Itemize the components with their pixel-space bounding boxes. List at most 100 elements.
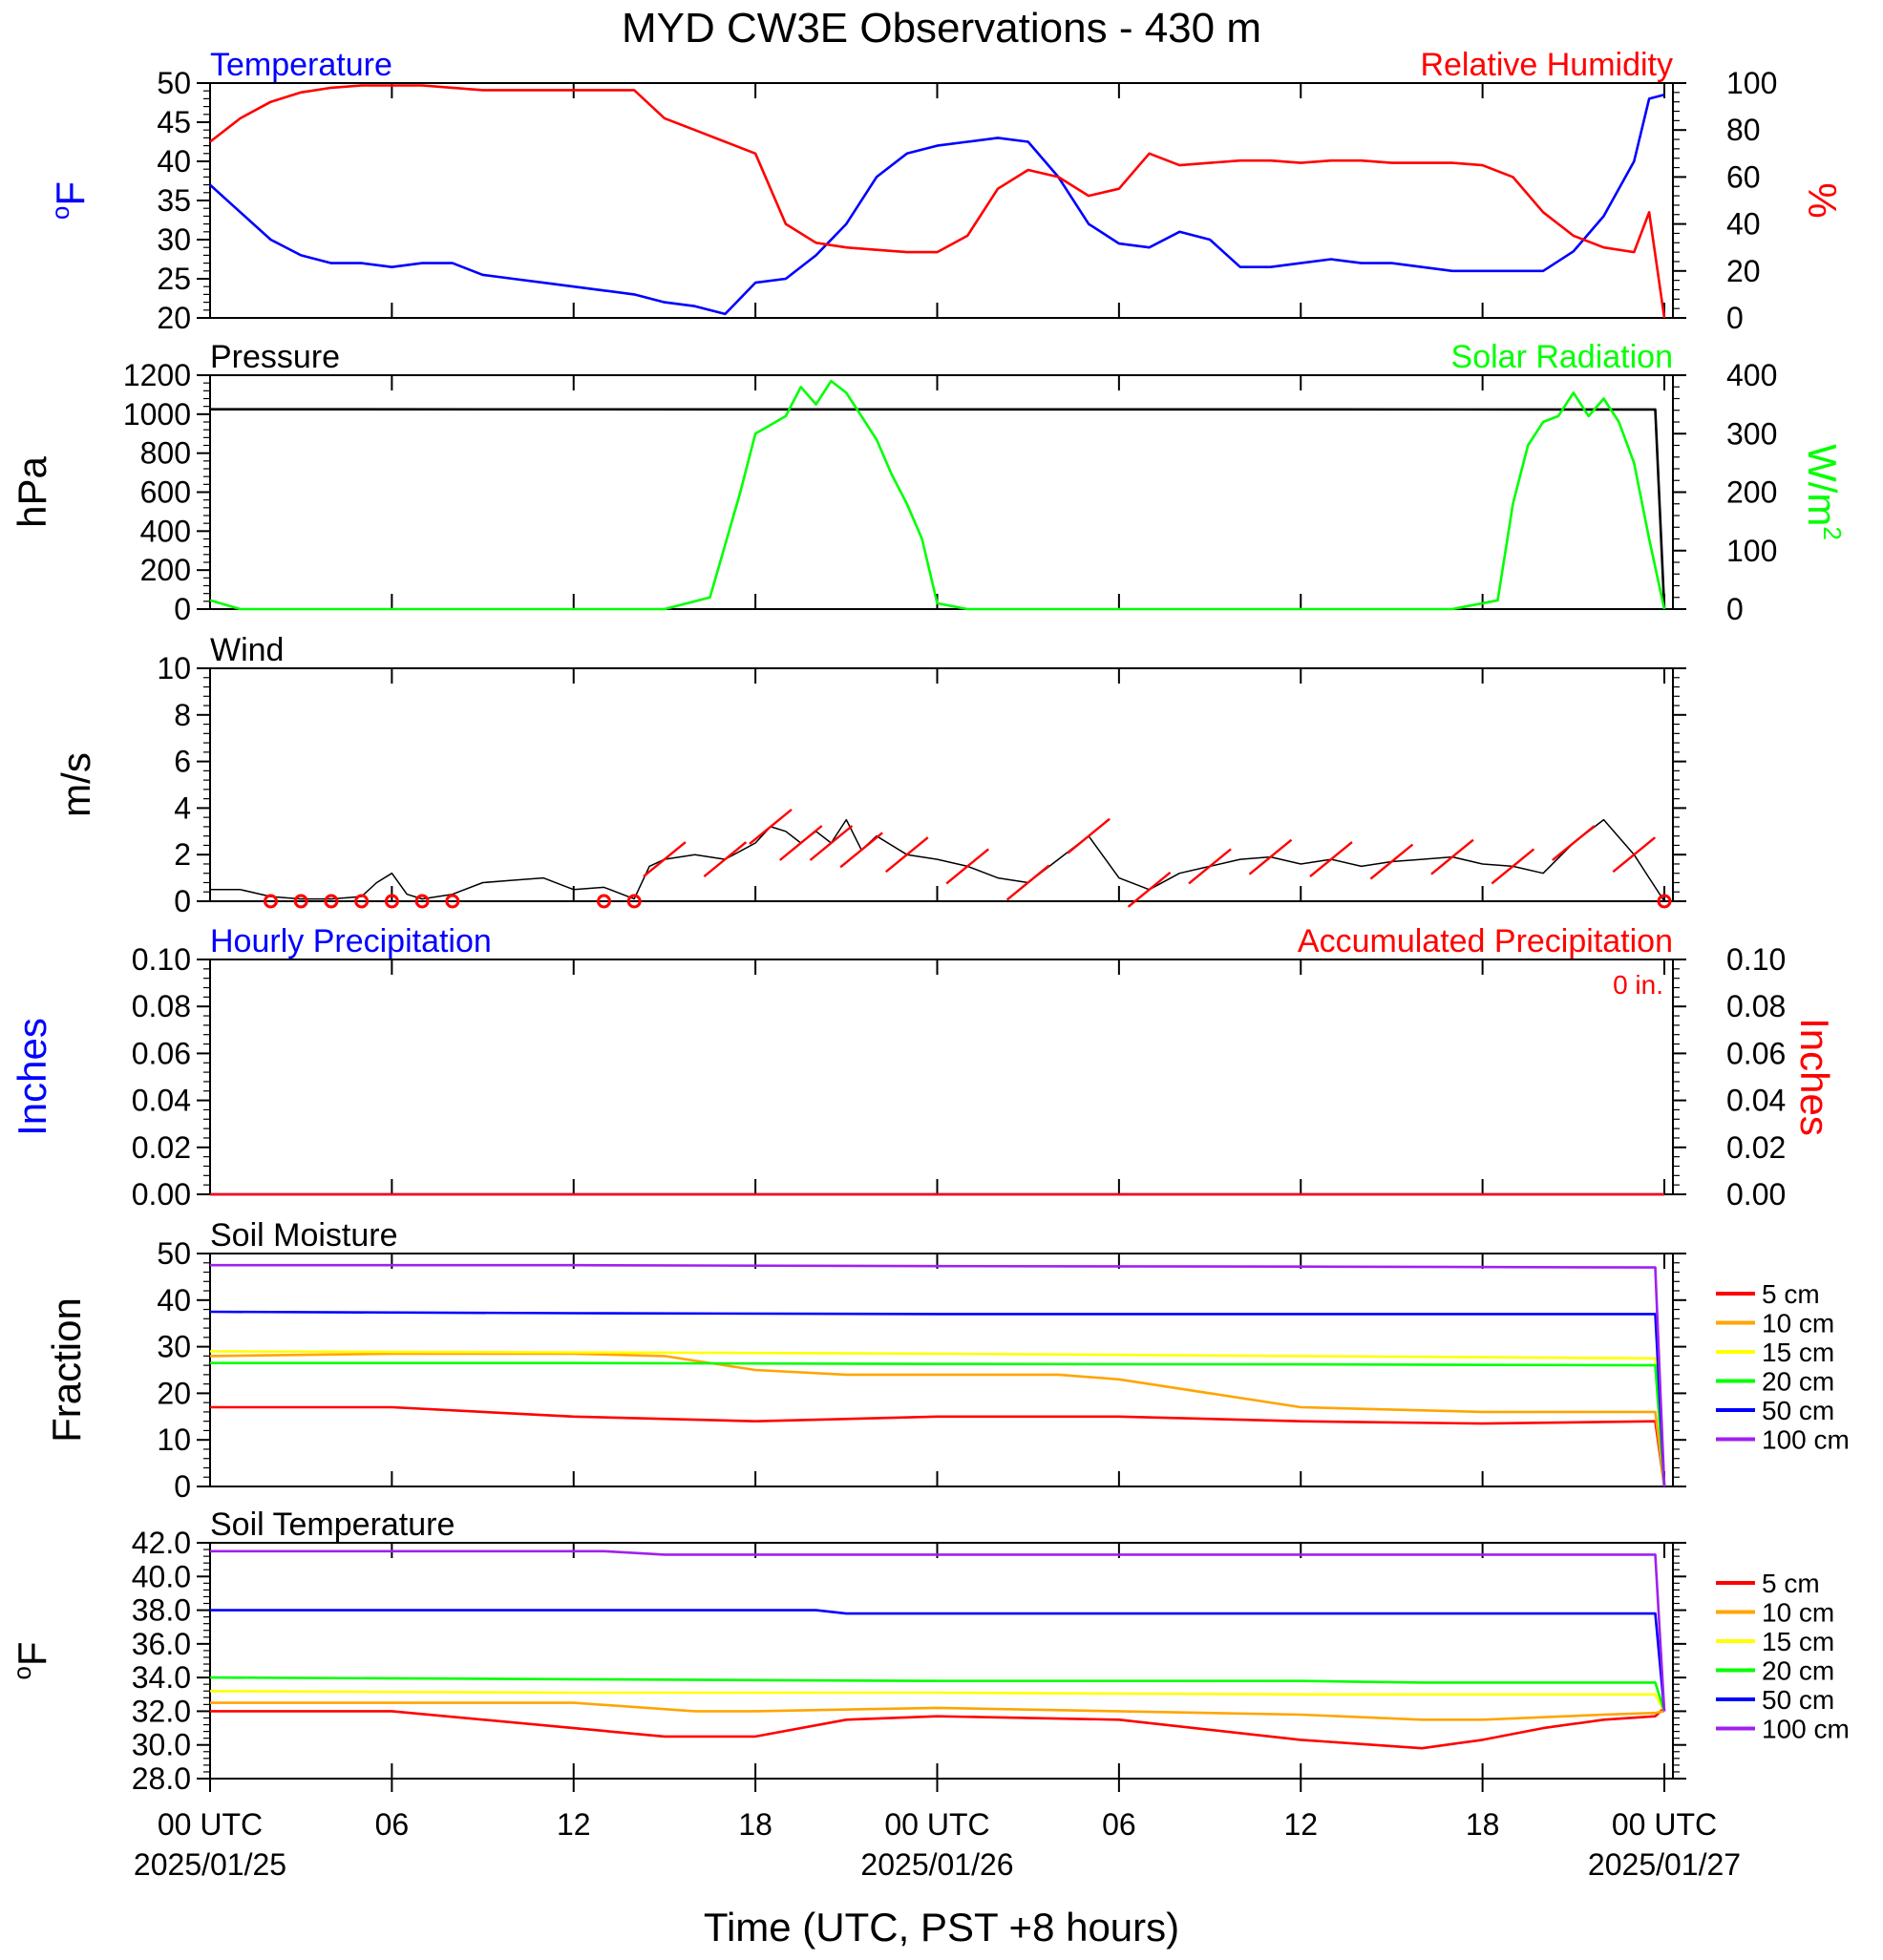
figure-title: MYD CW3E Observations - 430 m	[622, 5, 1261, 52]
y-tick-label: 10	[157, 1423, 191, 1457]
y-tick-label: 2	[174, 837, 191, 872]
y2-tick-label: 0	[1726, 592, 1744, 626]
y2-tick-label: 0.10	[1726, 942, 1786, 977]
legend-label: 5 cm	[1762, 1569, 1820, 1598]
y2-axis-label: Inches	[1792, 1018, 1837, 1136]
y-tick-label: 45	[157, 105, 191, 139]
y2-tick-label: 0.04	[1726, 1084, 1786, 1118]
y-axis-label: Inches	[10, 1018, 54, 1136]
y-tick-label: 400	[140, 514, 191, 548]
panel-5: 28.030.032.034.036.038.040.042.0 Soil Tem…	[8, 1507, 1850, 1796]
calm-wind-marker	[293, 894, 308, 909]
wind-barb	[809, 825, 854, 861]
y-axis-label: Fraction	[44, 1297, 89, 1443]
y-tick-label: 35	[157, 183, 191, 218]
y-tick-label: 40.0	[132, 1559, 191, 1593]
series-line-15-cm	[209, 1690, 1666, 1713]
y-tick-label: 4	[174, 790, 191, 825]
y-tick-label: 50	[157, 66, 191, 100]
legend-label: 100 cm	[1762, 1715, 1850, 1744]
calm-wind-marker	[354, 894, 370, 909]
x-axis-label: Time (UTC, PST +8 hours)	[704, 1905, 1179, 1949]
series-line-50-cm	[210, 1609, 1666, 1712]
wind-barb	[1430, 838, 1474, 875]
wind-barb	[1188, 848, 1232, 885]
x-tick-label: 00 UTC	[158, 1807, 263, 1842]
legend-label: 10 cm	[1762, 1309, 1834, 1338]
unit-letter: F	[10, 1641, 54, 1666]
plot-frame	[209, 82, 1674, 319]
y-tick-label: 30	[157, 1330, 191, 1364]
y-tick-label: 1200	[123, 358, 191, 392]
x-tick-label: 06	[375, 1807, 410, 1842]
precip-total-annotation: 0 in.	[1613, 970, 1663, 1000]
x-date-label: 2025/01/26	[860, 1847, 1013, 1882]
x-tick-label: 18	[738, 1807, 772, 1842]
calm-wind-marker	[263, 894, 278, 909]
series-line-5-cm	[210, 1706, 1665, 1750]
legend-label: 15 cm	[1762, 1627, 1834, 1656]
wind-barb	[1369, 843, 1414, 880]
y2-tick-label: 100	[1726, 66, 1777, 100]
y-tick-label: 34.0	[132, 1660, 191, 1695]
series-line-10-cm	[210, 1701, 1665, 1721]
x-tick-label: 06	[1102, 1807, 1136, 1842]
legend-label: 50 cm	[1762, 1396, 1834, 1425]
legend-label: 10 cm	[1762, 1598, 1834, 1628]
y-tick-label: 25	[157, 262, 191, 296]
y2-axis-label: %	[1800, 182, 1845, 218]
y-tick-label: 8	[174, 698, 191, 732]
y-axis-label: hPa	[10, 455, 54, 527]
wind-barb	[1067, 817, 1111, 854]
x-tick-label: 18	[1466, 1807, 1500, 1842]
series-line-100-cm	[210, 1549, 1666, 1712]
wind-barb	[1491, 848, 1535, 885]
y-tick-label: 1000	[123, 397, 191, 432]
series-line-50-cm	[209, 1310, 1666, 1487]
wind-barb	[1127, 871, 1172, 908]
legend-label: 5 cm	[1762, 1279, 1820, 1309]
legend-label: 20 cm	[1762, 1656, 1834, 1686]
series-line-pressure	[209, 408, 1666, 610]
panel-2: 0 2 4 6 8 10 Wind m/s	[53, 632, 1686, 918]
y2-tick-label: 80	[1726, 113, 1761, 147]
y-tick-label: 30	[157, 222, 191, 257]
y-tick-label: 0.10	[132, 942, 191, 977]
plot-frame	[209, 959, 1674, 1195]
series-line-relative-humidity	[209, 84, 1666, 319]
series-line-15-cm	[209, 1350, 1666, 1487]
x-date-label: 2025/01/25	[134, 1847, 286, 1882]
y-tick-label: 20	[157, 1376, 191, 1410]
calm-wind-marker	[596, 894, 611, 909]
series-line-temperature	[209, 94, 1665, 316]
wind-barb	[703, 841, 748, 878]
y2-tick-label: 400	[1726, 358, 1777, 392]
legend-label: 20 cm	[1762, 1367, 1834, 1397]
panel-left-title: Soil Temperature	[210, 1507, 455, 1543]
plot-frame	[209, 1253, 1674, 1487]
calm-wind-marker	[324, 894, 339, 909]
y2-axis-label: W/m2	[1800, 444, 1847, 540]
series-line-5-cm	[210, 1405, 1666, 1487]
y-tick-label: 600	[140, 475, 191, 510]
y-tick-label: 10	[157, 651, 191, 685]
y2-tick-label: 0.06	[1726, 1036, 1786, 1070]
y2-tick-label: 0.00	[1726, 1177, 1786, 1212]
panel-right-title: Accumulated Precipitation	[1298, 923, 1673, 959]
legend-label: 50 cm	[1762, 1685, 1834, 1715]
unit-letter: F	[48, 181, 93, 206]
series-line-20-cm	[210, 1361, 1666, 1487]
y-tick-label: 0.04	[132, 1084, 191, 1118]
y-tick-label: 0.02	[132, 1130, 191, 1165]
y2-tick-label: 200	[1726, 475, 1777, 510]
y-tick-label: 42.0	[132, 1526, 191, 1560]
wind-barb	[839, 832, 883, 869]
panel-0: 20 25 30 35 40 45 50 0 20 40 60 80 100 Temperature Rel…	[46, 47, 1845, 335]
series-line-20-cm	[209, 1675, 1666, 1712]
series-line-100-cm	[210, 1263, 1666, 1487]
legend-label: 100 cm	[1762, 1425, 1850, 1455]
panel-left-title: Soil Moisture	[210, 1217, 398, 1254]
panel-right-title: Relative Humidity	[1420, 47, 1673, 83]
